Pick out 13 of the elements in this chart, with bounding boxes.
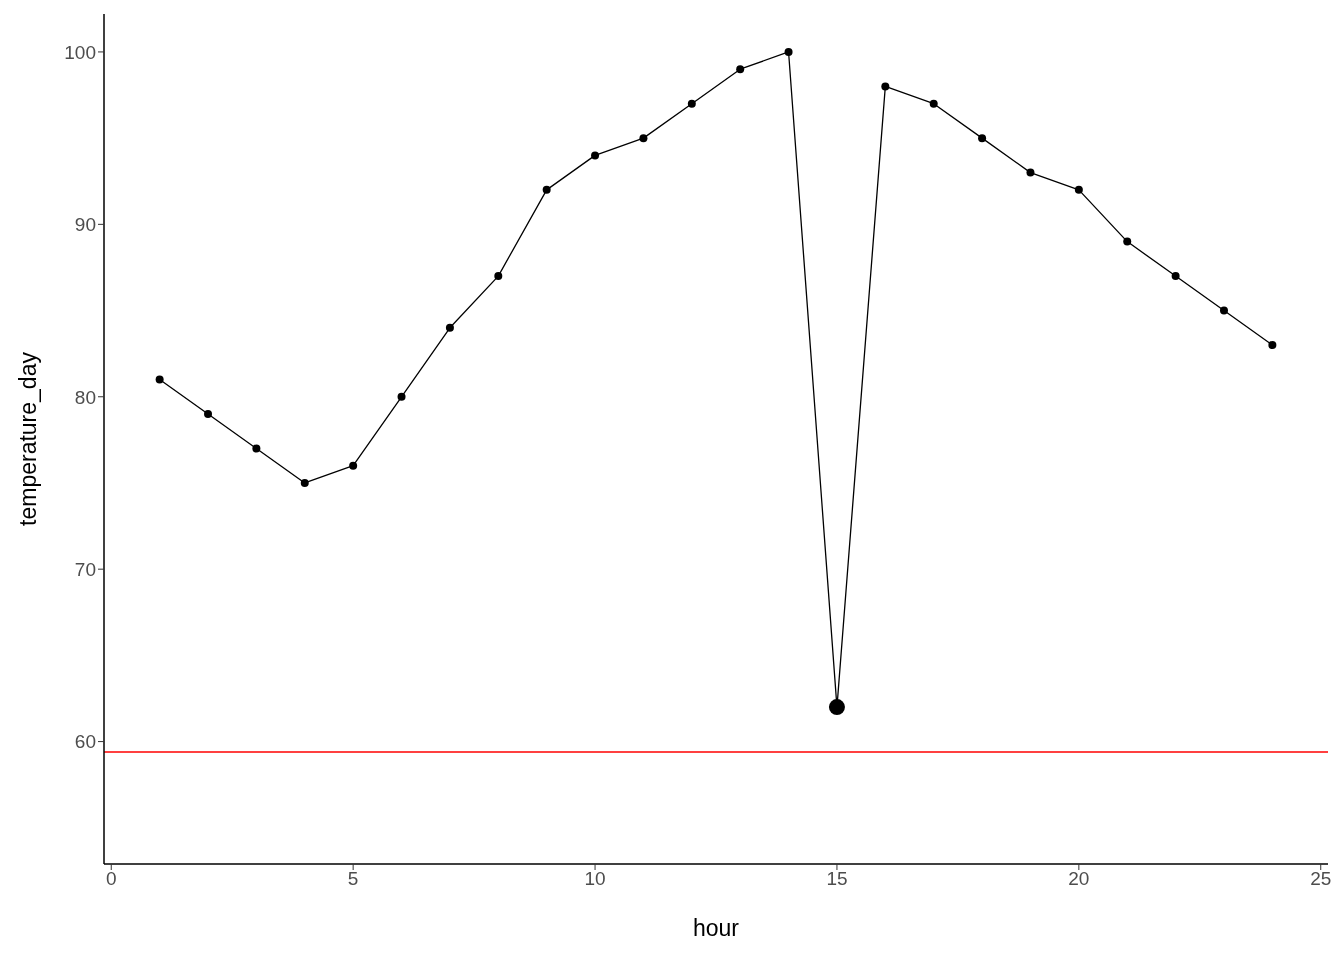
y-tick-label: 80 (74, 386, 96, 408)
y-tick-label: 60 (74, 731, 96, 753)
x-tick-label: 5 (347, 868, 359, 890)
x-tick-label: 10 (584, 868, 606, 890)
x-axis-title: hour (692, 915, 740, 941)
x-tick-label: 15 (826, 868, 848, 890)
x-tick-label: 20 (1068, 868, 1090, 890)
x-tick-label: 25 (1310, 868, 1332, 890)
y-tick-label: 70 (74, 558, 96, 580)
y-tick-label: 90 (74, 214, 96, 236)
y-tick-label: 100 (64, 41, 96, 63)
y-axis-title: temperature_day (15, 351, 42, 526)
x-tick-label: 0 (105, 868, 117, 890)
